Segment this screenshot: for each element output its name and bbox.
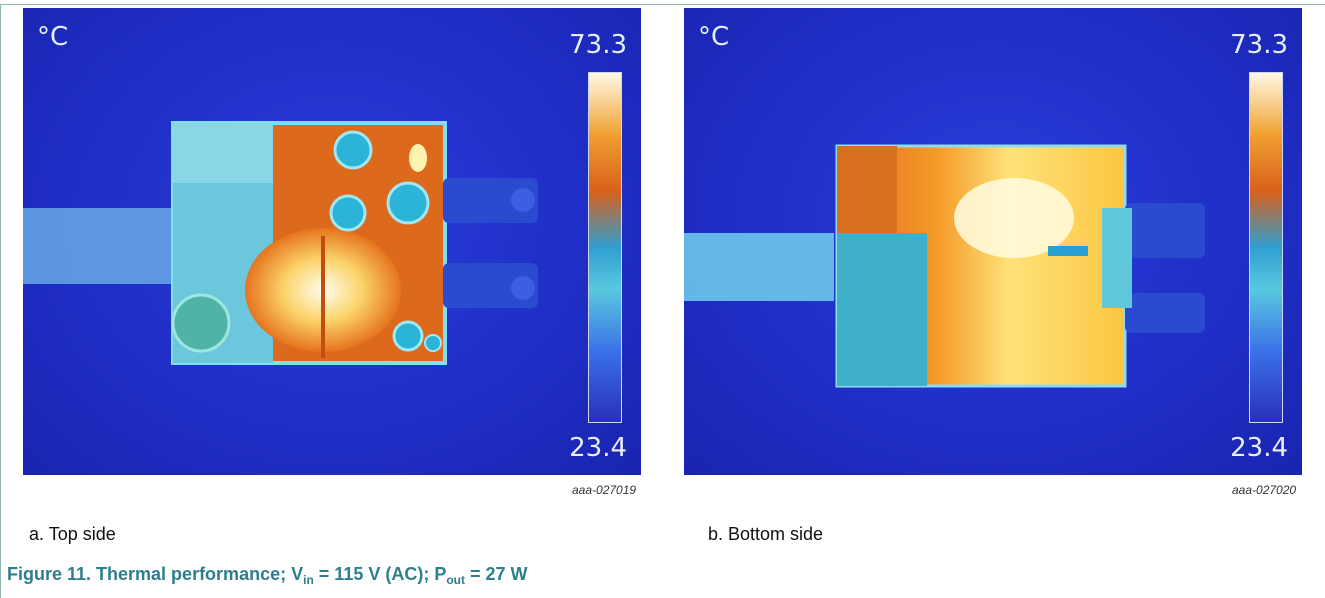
frame-top-rule [0,4,1325,5]
thermal-scene-bottom [684,72,1283,423]
frame-left-rule [0,4,1,598]
caption-prefix: Figure 11. Thermal performance; V [7,564,304,584]
image-id-bottom: aaa-027020 [1232,483,1297,497]
temperature-scale-bar [1249,72,1283,423]
caption-suffix: = 27 W [465,564,528,584]
caption-sub-out: out [446,573,465,587]
min-temperature: 23.4 [1230,433,1288,463]
min-temperature: 23.4 [569,433,627,463]
subcaption-bottom-side: b. Bottom side [708,524,824,544]
unit-label: °C [698,22,730,52]
unit-label: °C [37,22,69,52]
image-id-top: aaa-027019 [572,483,637,497]
thermal-image-bottom-side: °C 73.3 23.4 [684,8,1302,475]
caption-middle: = 115 V (AC); P [313,564,447,584]
subcaption-top-side: a. Top side [29,524,116,544]
temperature-scale-bar [588,72,622,423]
caption-sub-in: in [303,573,314,587]
thermal-scene-top [23,72,622,423]
max-temperature: 73.3 [1230,30,1288,60]
thermal-image-top-side: °C 73.3 23.4 [23,8,641,475]
max-temperature: 73.3 [569,30,627,60]
figure-caption: Figure 11. Thermal performance; Vin = 11… [7,564,528,587]
